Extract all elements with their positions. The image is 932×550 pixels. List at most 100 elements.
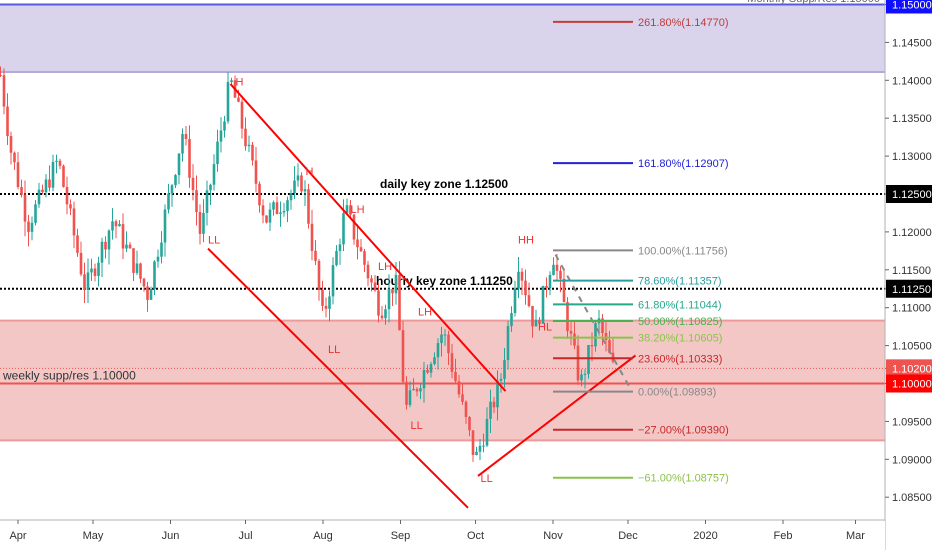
- candle-body: [594, 323, 597, 347]
- swing-label: LH: [418, 306, 432, 318]
- candle-body: [275, 202, 279, 214]
- candle-body: [139, 263, 142, 279]
- candle-body: [156, 256, 160, 262]
- candle-body: [65, 186, 69, 205]
- candle-body: [272, 202, 275, 210]
- time-axis-bg: [0, 521, 885, 550]
- candle-body: [328, 296, 331, 309]
- candle-body: [286, 200, 289, 212]
- fib-level-label: 261.80%(1.14770): [638, 17, 729, 29]
- candle-body: [69, 204, 72, 209]
- candle-body: [125, 244, 128, 249]
- fib-level-label: 23.60%(1.10333): [638, 353, 722, 365]
- candle-body: [160, 242, 163, 257]
- candle-body: [485, 418, 489, 446]
- price-tick-label: 1.11250: [892, 284, 931, 296]
- candle-body: [513, 288, 517, 314]
- fib-level-label: 0.00%(1.09893): [638, 387, 716, 399]
- candle-body: [51, 161, 55, 188]
- candle-body: [331, 265, 335, 297]
- candle-body: [184, 134, 188, 140]
- candle-body: [422, 370, 426, 389]
- candle-body: [76, 235, 79, 253]
- candle-body: [562, 278, 566, 303]
- candle-body: [62, 165, 65, 187]
- candle-body: [580, 374, 583, 381]
- candle-body: [468, 416, 471, 431]
- candle-body: [251, 144, 254, 161]
- candle-body: [436, 343, 440, 358]
- candle-body: [499, 378, 503, 381]
- candle-body: [412, 388, 415, 391]
- candle-body: [153, 261, 156, 289]
- candle-body: [391, 288, 394, 294]
- candle-body: [587, 344, 590, 374]
- candle-body: [121, 224, 125, 249]
- candle-body: [293, 180, 296, 194]
- candle-body: [352, 214, 356, 240]
- candle-body: [464, 401, 468, 417]
- candle-body: [177, 153, 181, 176]
- candle-body: [247, 144, 251, 147]
- candle-body: [240, 101, 244, 129]
- candle-body: [100, 241, 104, 263]
- candle-body: [408, 390, 412, 405]
- time-tick-label: Jul: [238, 530, 252, 542]
- candle-body: [300, 175, 303, 192]
- candle-body: [195, 190, 198, 212]
- price-tick-label: 1.14500: [892, 37, 932, 49]
- channel-trendline: [207, 247, 469, 509]
- candle-body: [174, 175, 177, 186]
- candle-body: [373, 282, 377, 291]
- candle-body: [128, 244, 132, 249]
- weekly-zone-label: weekly supp/res 1.10000: [2, 369, 136, 383]
- time-tick-label: Oct: [467, 530, 484, 542]
- swing-label: LH: [378, 261, 392, 273]
- time-tick-label: Dec: [618, 530, 638, 542]
- candle-body: [303, 189, 307, 192]
- price-tag: [886, 185, 932, 203]
- candle-body: [317, 260, 321, 290]
- swing-label: LL: [208, 234, 220, 246]
- candle-body: [601, 318, 604, 333]
- candle-body: [307, 189, 310, 224]
- candle-body: [478, 445, 482, 452]
- candle-body: [471, 430, 475, 456]
- candle-body: [86, 272, 90, 291]
- price-tick-label: 1.14000: [892, 75, 932, 87]
- candle-body: [496, 380, 499, 408]
- candle-body: [366, 264, 370, 279]
- price-tick-label: 1.11000: [892, 303, 931, 315]
- candle-body: [576, 345, 580, 381]
- fib-level-label: −27.00%(1.09390): [638, 425, 729, 437]
- candle-body: [167, 193, 170, 210]
- candle-body: [23, 194, 27, 222]
- candle-body: [149, 288, 153, 300]
- price-tick-label: 1.13000: [892, 151, 932, 163]
- candle-body: [37, 189, 41, 205]
- candle-body: [405, 381, 408, 405]
- time-tick-label: Jun: [162, 530, 180, 542]
- swing-label: LL: [411, 420, 423, 432]
- candle-body: [226, 82, 230, 122]
- candle-body: [541, 285, 545, 324]
- candle-body: [503, 360, 506, 379]
- candle-body: [590, 344, 594, 347]
- channel-trendline: [229, 83, 507, 392]
- candle-body: [398, 274, 401, 331]
- candle-body: [545, 285, 548, 289]
- candle-body: [440, 334, 443, 344]
- candle-body: [198, 211, 202, 234]
- price-tag: [886, 0, 932, 14]
- candle-body: [419, 388, 422, 392]
- candle-body: [349, 205, 352, 215]
- swing-label: H: [236, 77, 244, 89]
- time-tick-label: May: [83, 530, 104, 542]
- candle-body: [489, 401, 492, 419]
- candle-body: [202, 212, 205, 234]
- fib-level-label: 38.20%(1.10605): [638, 333, 722, 345]
- candle-body: [163, 209, 167, 243]
- price-tick-label: 1.12500: [892, 189, 932, 201]
- candle-body: [27, 221, 30, 232]
